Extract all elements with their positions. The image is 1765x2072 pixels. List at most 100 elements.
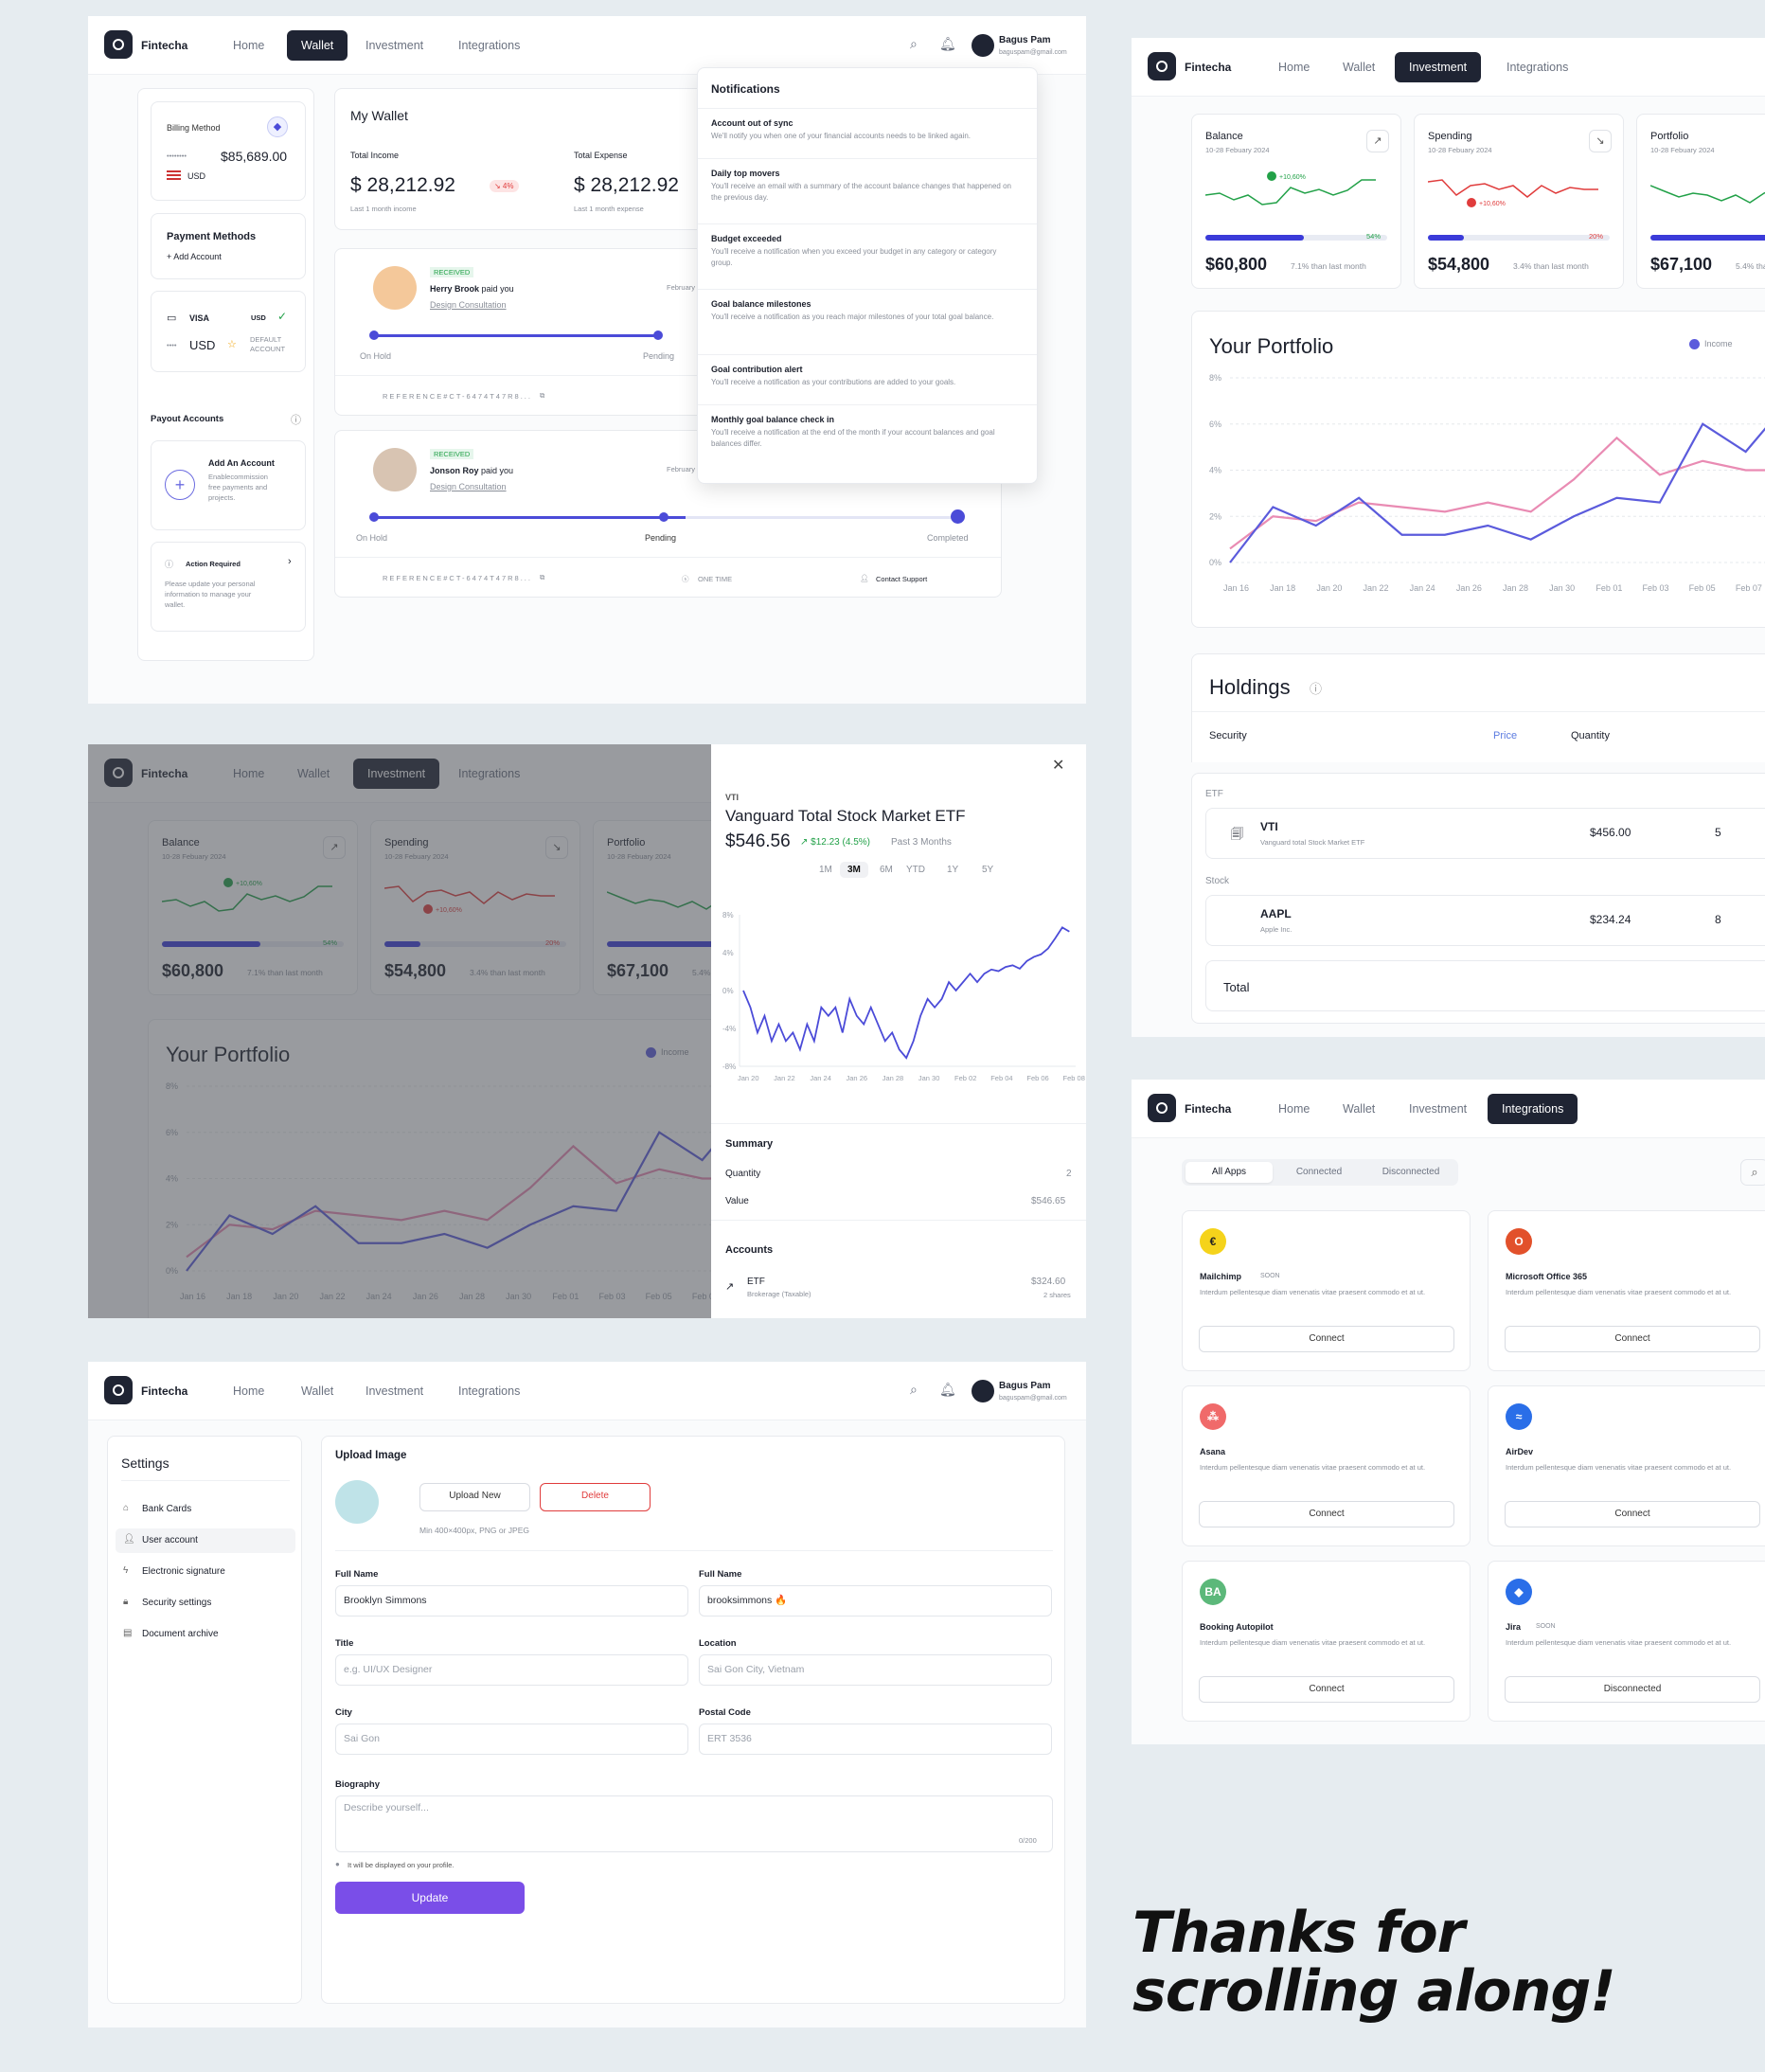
y-tick-label: 0% <box>722 987 734 995</box>
visa-card[interactable]: ▭ VISA USD ✓ •••• USD ☆ DEFAULT ACCOUNT <box>151 291 306 372</box>
col-price[interactable]: Price <box>1493 730 1518 741</box>
nav-integrations[interactable]: Integrations <box>458 39 521 52</box>
copy-icon[interactable]: ⧉ <box>540 391 545 400</box>
close-icon[interactable]: ✕ <box>1052 758 1065 774</box>
app-connect-button[interactable]: Disconnected <box>1505 1676 1760 1703</box>
app-connect-button[interactable]: Connect <box>1199 1501 1454 1527</box>
action-required-card[interactable]: ⓘ Action Required › Please update your p… <box>151 542 306 632</box>
delete-button[interactable]: Delete <box>540 1483 651 1511</box>
notification-item[interactable]: Monthly goal balance check in You'll rece… <box>698 404 1037 459</box>
holding-qty: 5 <box>1715 826 1721 839</box>
text-field[interactable]: brooksimmons 🔥 <box>699 1585 1052 1617</box>
nav-integrations[interactable]: Integrations <box>1488 1094 1578 1124</box>
settings-menu-item[interactable]: ⌂ Bank Cards <box>116 1497 295 1522</box>
settings-menu-item[interactable]: 🔒︎ Security settings <box>116 1591 295 1616</box>
account-value: $324.60 <box>1031 1277 1066 1287</box>
chevron-right-icon[interactable]: › <box>288 556 292 567</box>
range-tab[interactable]: 1M <box>819 865 832 875</box>
tab-connected[interactable]: Connected <box>1295 1167 1343 1177</box>
app-connect-button[interactable]: Connect <box>1199 1676 1454 1703</box>
contact-support-link[interactable]: Contact Support <box>876 575 928 583</box>
add-account-link[interactable]: + Add Account <box>167 252 222 261</box>
settings-menu-item[interactable]: ϟ Electronic signature <box>116 1560 295 1584</box>
search-icon[interactable]: ⌕ <box>910 1382 918 1397</box>
nav-home[interactable]: Home <box>1278 61 1310 74</box>
user-email: baguspam@gmail.com <box>999 1395 1067 1402</box>
nav-wallet[interactable]: Wallet <box>287 30 348 61</box>
nav-home[interactable]: Home <box>1278 1102 1310 1116</box>
nav-integrations[interactable]: Integrations <box>458 1384 521 1398</box>
range-tab[interactable]: 1Y <box>947 865 959 875</box>
y-tick-label: 4% <box>1209 466 1221 475</box>
y-tick-label: 4% <box>722 949 734 957</box>
notification-item[interactable]: Daily top movers You'll receive an email … <box>698 158 1037 213</box>
text-field[interactable]: e.g. UI/UX Designer <box>335 1654 688 1686</box>
nav-wallet[interactable]: Wallet <box>1343 1102 1376 1116</box>
text-field[interactable]: Brooklyn Simmons <box>335 1585 688 1617</box>
bell-icon[interactable]: 🔔︎ <box>939 36 956 51</box>
text-field[interactable]: Sai Gon City, Vietnam <box>699 1654 1052 1686</box>
avatar[interactable] <box>972 34 994 57</box>
upload-new-button[interactable]: Upload New <box>419 1483 530 1511</box>
expense-value: $ 28,212.92 <box>574 174 679 196</box>
us-flag-icon <box>167 170 181 181</box>
stat-card: Balance 10-28 Febuary 2024 ↗ +10,60% 54%… <box>1191 114 1401 289</box>
text-field[interactable]: ERT 3536 <box>699 1724 1052 1755</box>
range-tab[interactable]: YTD <box>906 865 925 875</box>
holding-price: $456.00 <box>1590 826 1631 839</box>
notification-item[interactable]: Budget exceeded You'll receive a notifica… <box>698 223 1037 278</box>
nav-investment[interactable]: Investment <box>365 39 424 52</box>
trend-icon: ↗ <box>725 1281 735 1293</box>
arrow-down-icon[interactable]: ↘ <box>1589 130 1612 152</box>
notification-item[interactable]: Goal balance milestones You'll receive a … <box>698 289 1037 332</box>
settings-menu-label: Bank Cards <box>142 1504 192 1514</box>
col-quantity: Quantity <box>1571 730 1610 741</box>
info-icon[interactable]: ⓘ <box>291 415 301 426</box>
range-tab[interactable]: 6M <box>880 865 893 875</box>
info-icon[interactable]: ⓘ <box>1310 682 1323 696</box>
range-tab[interactable]: 5Y <box>982 865 994 875</box>
nav-integrations[interactable]: Integrations <box>1506 61 1569 74</box>
nav-investment[interactable]: Investment <box>1395 52 1482 82</box>
project-link[interactable]: Design Consultation <box>430 482 507 491</box>
star-icon[interactable]: ☆ <box>227 339 237 350</box>
ethereum-icon: ◆ <box>267 116 288 137</box>
nav-investment[interactable]: Investment <box>365 1384 424 1398</box>
app-connect-button[interactable]: Connect <box>1505 1501 1760 1527</box>
bio-textarea[interactable]: Describe yourself... <box>335 1795 1053 1852</box>
arrow-up-icon[interactable]: ↗ <box>1366 130 1389 152</box>
bell-icon[interactable]: 🔔︎ <box>939 1382 956 1397</box>
nav-home[interactable]: Home <box>233 1384 265 1398</box>
search-icon[interactable]: ⌕ <box>910 36 918 51</box>
tab-disconnected[interactable]: Disconnected <box>1382 1167 1440 1177</box>
settings-menu-item[interactable]: 👤︎ User account <box>116 1528 295 1553</box>
add-payout-card[interactable]: + Add An Account Enablecommission free p… <box>151 440 306 530</box>
app-connect-button[interactable]: Connect <box>1199 1326 1454 1352</box>
reference-text: REFERENCE#CT-6474T47R8... <box>383 574 532 582</box>
app-connect-button[interactable]: Connect <box>1505 1326 1760 1352</box>
app-name: Microsoft Office 365 <box>1506 1272 1588 1281</box>
notification-item[interactable]: Account out of sync We'll notify you when… <box>698 108 1037 152</box>
tab-all-apps[interactable]: All Apps <box>1186 1162 1273 1183</box>
nav-investment[interactable]: Investment <box>1409 1102 1468 1116</box>
text-field[interactable]: Sai Gon <box>335 1724 688 1755</box>
notification-item[interactable]: Goal contribution alert You'll receive a … <box>698 354 1037 398</box>
plus-icon[interactable]: + <box>165 470 195 500</box>
nav-wallet[interactable]: Wallet <box>1343 61 1376 74</box>
x-tick-label: Jan 20 <box>1316 583 1342 593</box>
nav-wallet[interactable]: Wallet <box>301 1384 334 1398</box>
range-tab[interactable]: 3M <box>840 862 868 878</box>
transaction-card: RECEIVED Jonson Roy paid you Design Cons… <box>334 430 1002 598</box>
step-label: Pending <box>645 533 677 543</box>
avatar[interactable] <box>972 1380 994 1402</box>
settings-menu-item[interactable]: ▤ Document archive <box>116 1622 295 1647</box>
profile-avatar[interactable] <box>335 1480 379 1524</box>
copy-icon[interactable]: ⧉ <box>540 573 545 581</box>
nav-home[interactable]: Home <box>233 39 265 52</box>
holding-row[interactable]: 🗐︎ VTI Vanguard total Stock Market ETF $… <box>1205 808 1765 859</box>
holding-row[interactable]: AAPL Apple Inc. $234.24 8 <box>1205 895 1765 946</box>
search-icon[interactable]: ⌕ <box>1740 1159 1765 1186</box>
modal-overlay[interactable] <box>88 744 711 1318</box>
project-link[interactable]: Design Consultation <box>430 300 507 310</box>
update-button[interactable]: Update <box>335 1882 525 1914</box>
